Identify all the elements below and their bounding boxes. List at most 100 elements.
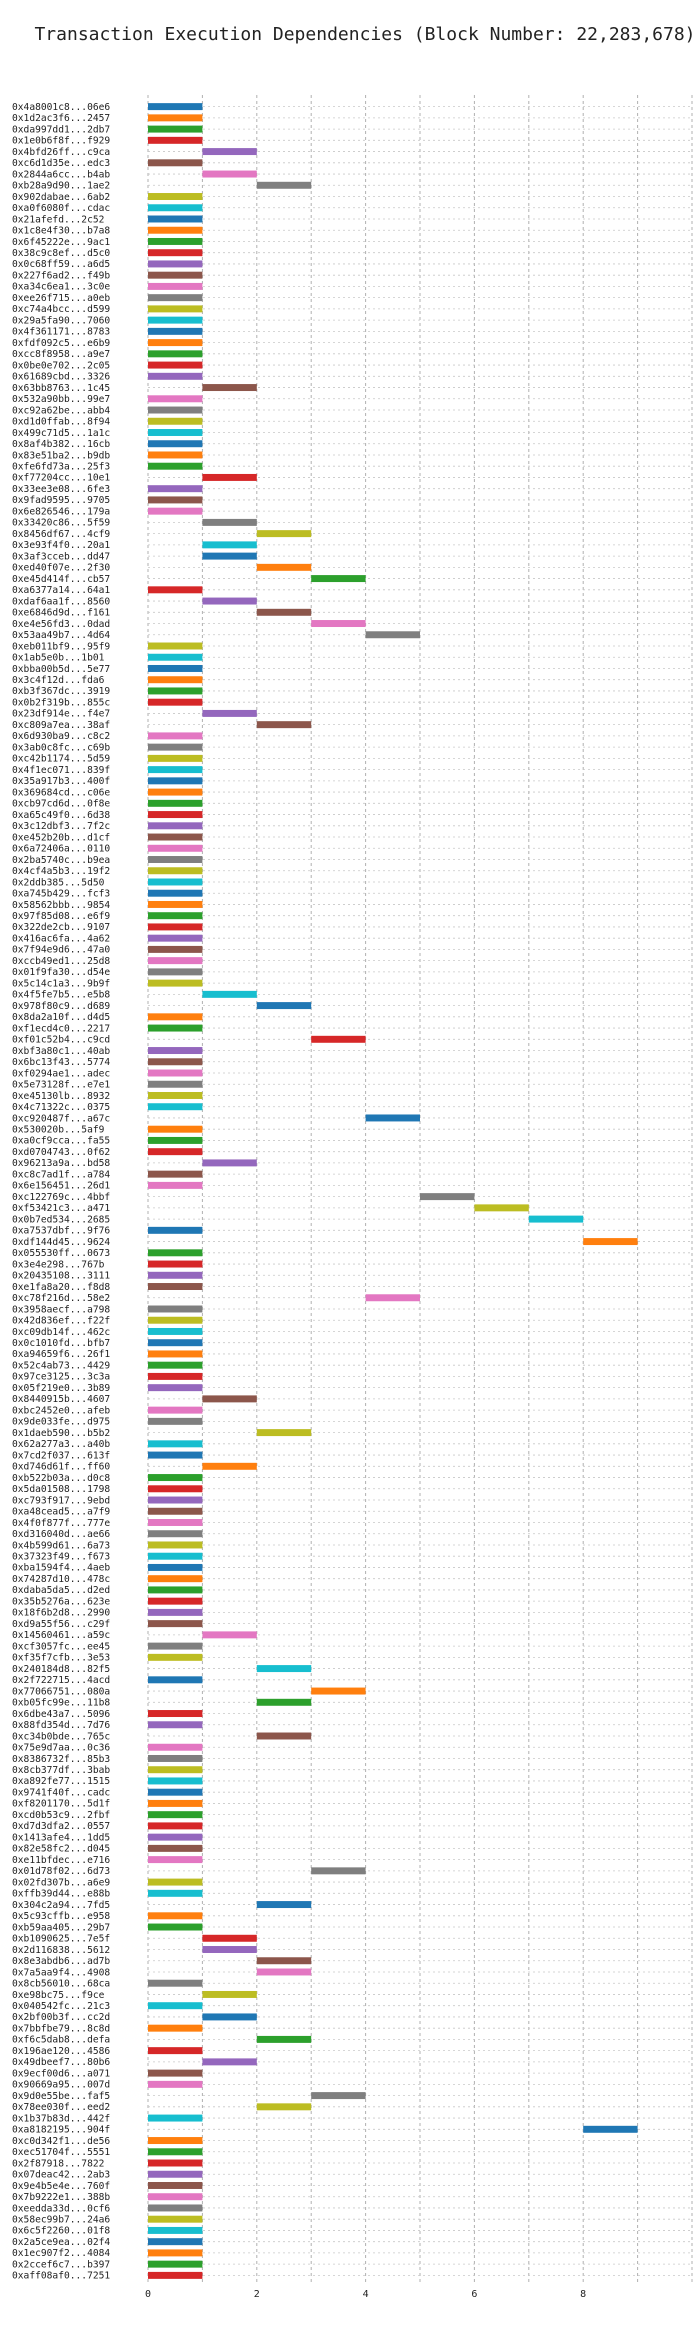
bar: [148, 743, 203, 751]
y-tick-label: 0xec51704f...5551: [12, 2147, 110, 2158]
y-tick-label: 0xf1ecd4c0...2217: [12, 1023, 110, 1034]
bar: [148, 2204, 203, 2212]
bar: [148, 395, 203, 403]
bar: [148, 1822, 203, 1830]
bar: [148, 754, 203, 762]
bar: [256, 2035, 312, 2043]
y-tick-label: 0xcc8f8958...a9e7: [12, 349, 110, 360]
y-tick-label: 0x1ec907f2...4084: [12, 2248, 110, 2259]
bar: [148, 1552, 203, 1560]
y-tick-label: 0xf6c5dab8...defa: [12, 2035, 110, 2046]
y-tick-label: 0x322de2cb...9107: [12, 922, 110, 933]
y-tick-label: 0xa65c49f0...6d38: [12, 810, 110, 821]
y-tick-label: 0x5c14c1a3...9b9f: [12, 978, 110, 989]
y-tick-label: 0x2f722715...4acd: [12, 1675, 110, 1686]
bar: [148, 2271, 203, 2279]
y-tick-label: 0xa94659f6...26f1: [12, 1349, 110, 1360]
bar: [202, 384, 257, 392]
y-tick-label: 0xd1d0ffab...8f94: [12, 417, 110, 428]
y-tick-label: 0x4bfd26ff...c9ca: [12, 147, 110, 158]
bar: [148, 1305, 203, 1313]
y-tick-label: 0x6f45222e...9ac1: [12, 237, 110, 248]
y-tick-label: 0x97f85d08...e6f9: [12, 911, 110, 922]
bar: [148, 1811, 203, 1819]
bar: [148, 417, 203, 425]
bar: [148, 1642, 203, 1650]
y-tick-label: 0xd0704743...0f62: [12, 1147, 110, 1158]
bar: [148, 1327, 203, 1335]
bar: [311, 620, 366, 628]
y-tick-label: 0x9d0e55be...faf5: [12, 2091, 110, 2102]
bar: [148, 249, 203, 257]
y-tick-label: 0x369684cd...c06e: [12, 787, 110, 798]
y-tick-label: 0x83e51ba2...b9db: [12, 450, 110, 461]
y-tick-label: 0xeb011bf9...95f9: [12, 641, 110, 652]
y-tick-label: 0x53aa49b7...4d64: [12, 630, 110, 641]
y-tick-label: 0x8e3abdb6...ad7b: [12, 1956, 110, 1967]
y-tick-label: 0x3e4e298...767b: [12, 1259, 105, 1270]
y-tick-label: 0xbf3a80c1...40ab: [12, 1046, 110, 1057]
bar: [148, 1541, 203, 1549]
y-tick-label: 0x29a5fa90...7060: [12, 315, 110, 326]
bar: [311, 1687, 366, 1695]
y-tick-label: 0xc09db14f...462c: [12, 1327, 110, 1338]
y-tick-label: 0xc0d342f1...de56: [12, 2136, 110, 2147]
grid-lines: [147, 95, 693, 2283]
y-tick-label: 0xcf3057fc...ee45: [12, 1641, 110, 1652]
bar: [148, 1226, 203, 1234]
y-tick-label: 0x196ae120...4586: [12, 2046, 110, 2057]
y-tick-label: 0xdaba5da5...d2ed: [12, 1585, 110, 1596]
bar: [202, 1631, 257, 1639]
y-tick-label: 0xd746d61f...ff60: [12, 1462, 110, 1473]
y-tick-label: 0x6e156451...26d1: [12, 1181, 110, 1192]
bar: [148, 2159, 203, 2167]
bar: [148, 103, 203, 111]
y-tick-label: 0xf35f7cfb...3e53: [12, 1653, 110, 1664]
bar: [148, 1519, 203, 1526]
y-tick-label: 0x63bb8763...1c45: [12, 383, 110, 394]
y-tick-label: 0x02fd307b...a6e9: [12, 1877, 110, 1888]
bar: [148, 1754, 203, 1762]
y-tick-label: 0x18f6b2d8...2990: [12, 1608, 110, 1619]
bar: [148, 316, 203, 324]
y-tick-label: 0x0c1010fd...bfb7: [12, 1338, 110, 1349]
bar: [202, 2058, 257, 2066]
bar: [148, 2069, 203, 2077]
bar: [148, 1047, 203, 1055]
y-tick-label: 0xb1090625...7e5f: [12, 1934, 110, 1945]
y-tick-label: 0x240184d8...82f5: [12, 1664, 110, 1675]
bar: [583, 1238, 638, 1246]
bar: [202, 1462, 257, 1470]
bar: [256, 1968, 312, 1976]
bar: [148, 653, 203, 661]
bar: [148, 1507, 203, 1515]
x-tick-label: 2: [254, 2289, 260, 2300]
y-tick-label: 0x4f1ec071...839f: [12, 765, 110, 776]
y-tick-label: 0xc74a4bcc...d599: [12, 304, 110, 315]
bar: [148, 1451, 203, 1459]
bar: [148, 777, 203, 785]
y-tick-label: 0xbba00b5d...5e77: [12, 664, 110, 675]
bar: [148, 204, 203, 212]
bar: [256, 1957, 312, 1965]
y-tick-label: 0x1daeb590...b5b2: [12, 1428, 110, 1439]
y-tick-label: 0x2ba5740c...b9ea: [12, 855, 110, 866]
bar: [148, 1676, 203, 1684]
bar: [256, 530, 312, 538]
bar: [148, 833, 203, 841]
bar: [148, 766, 203, 774]
bar: [256, 1901, 312, 1909]
bar: [202, 1946, 257, 1953]
y-tick-label: 0xe1fa8a20...f8d8: [12, 1282, 110, 1293]
y-tick-label: 0x78ee030f...eed2: [12, 2102, 110, 2113]
bar: [148, 2148, 203, 2156]
y-tick-label: 0x902dabae...6ab2: [12, 192, 110, 203]
bar: [148, 305, 203, 313]
y-tick-label: 0x9fad9595...9705: [12, 495, 110, 506]
y-tick-label: 0x3958aecf...a798: [12, 1304, 110, 1315]
bar: [148, 1103, 203, 1111]
bar: [148, 1260, 203, 1268]
bar: [148, 934, 203, 942]
x-tick-label: 8: [580, 2289, 586, 2300]
y-tick-label: 0x1e0b6f8f...f929: [12, 136, 110, 147]
